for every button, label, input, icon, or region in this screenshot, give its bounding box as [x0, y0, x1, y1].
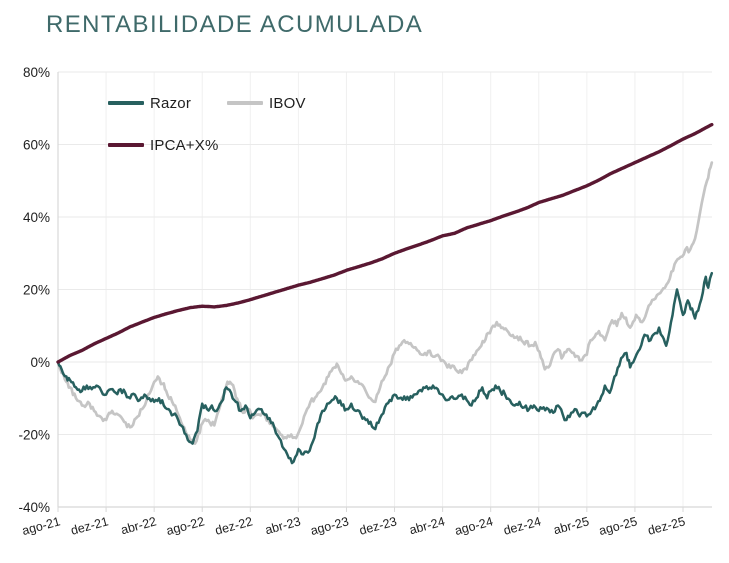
chart-legend: Razor IBOV IPCA+X% [108, 92, 306, 156]
legend-item-razor: Razor [108, 95, 191, 112]
x-tick-label: ago-24 [453, 514, 494, 538]
x-tick-label: dez-21 [69, 514, 110, 537]
y-tick-label: 0% [30, 355, 50, 370]
x-tick-label: abr-23 [264, 514, 303, 537]
x-tick-label: ago-23 [309, 514, 350, 538]
legend-item-ipca: IPCA+X% [108, 137, 219, 154]
legend-item-ibov: IBOV [227, 95, 306, 112]
x-tick-label: ago-22 [165, 514, 206, 538]
x-tick-label: ago-21 [21, 514, 62, 538]
x-tick-label: dez-22 [214, 514, 255, 537]
legend-row-2: IPCA+X% [108, 134, 306, 156]
ibov-line-swatch-icon [227, 101, 264, 105]
y-tick-label: 40% [23, 210, 50, 225]
legend-label-razor: Razor [150, 94, 192, 112]
series-line-ibov [56, 161, 714, 445]
x-tick-label: dez-23 [358, 514, 399, 537]
legend-row-1: Razor IBOV [108, 92, 306, 114]
legend-label-ibov: IBOV [269, 94, 306, 112]
y-tick-label: -20% [18, 428, 50, 443]
y-tick-label: 60% [23, 138, 50, 153]
ipca-line-swatch-icon [108, 143, 144, 147]
series-line-razor [56, 271, 714, 465]
x-tick-label: dez-24 [502, 514, 543, 537]
y-tick-label: -40% [18, 500, 50, 515]
x-tick-label: ago-25 [597, 514, 638, 538]
x-tick-label: abr-22 [119, 514, 158, 537]
series-line-ipca-x- [56, 122, 714, 364]
x-tick-label: abr-24 [408, 514, 447, 537]
x-tick-label: dez-25 [646, 514, 687, 537]
y-tick-label: 20% [23, 283, 50, 298]
x-tick-label: abr-25 [552, 514, 591, 537]
chart-title: RENTABILIDADE ACUMULADA [46, 11, 424, 38]
legend-label-ipca: IPCA+X% [150, 136, 219, 154]
razor-line-swatch-icon [108, 101, 144, 105]
y-tick-label: 80% [23, 65, 50, 80]
